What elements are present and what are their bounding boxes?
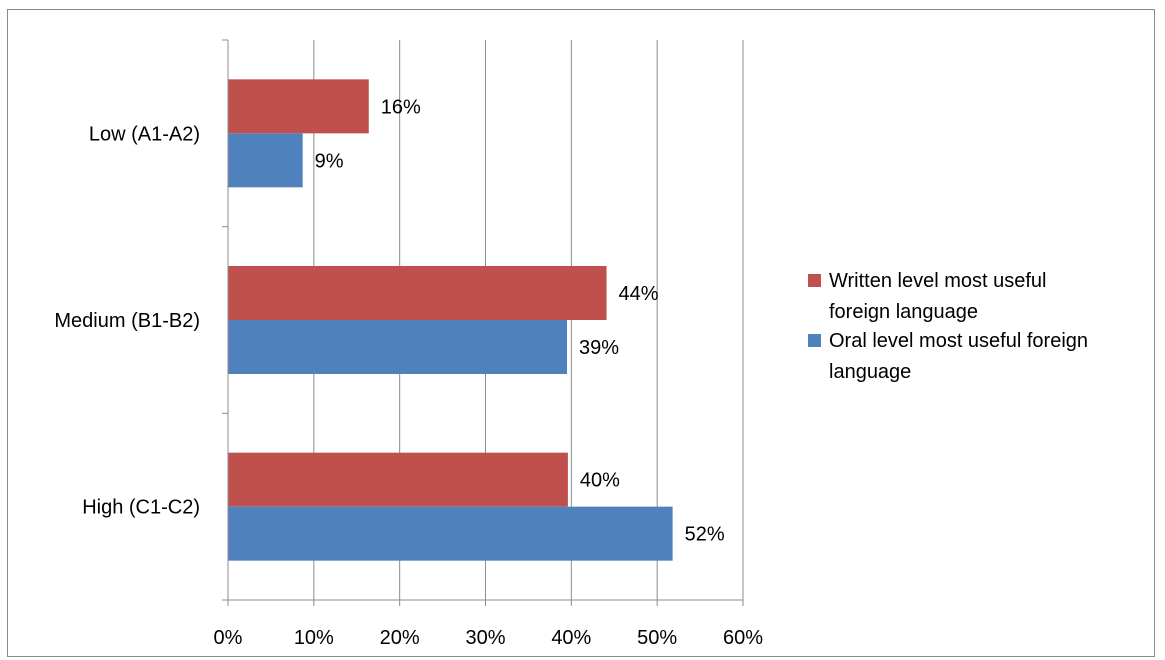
legend-label: Written level most useful [829,270,1047,292]
category-label: Medium (B1-B2) [54,310,200,332]
x-tick-label: 40% [551,627,591,649]
x-tick-label: 30% [465,627,505,649]
legend-label: foreign language [829,301,978,323]
data-label: 16% [381,96,421,118]
x-tick-label: 10% [294,627,334,649]
legend-label: language [829,361,911,383]
bar-oral-0 [228,133,303,188]
data-label: 39% [579,337,619,359]
x-tick-label: 0% [214,627,243,649]
category-label: Low (A1-A2) [89,123,200,145]
data-label: 9% [315,150,344,172]
bar-oral-2 [228,506,673,561]
x-tick-label: 60% [723,627,763,649]
bar-oral-1 [228,320,568,374]
bar-written-2 [228,452,568,507]
legend-label: Oral level most useful foreign [829,330,1088,352]
bar-written-1 [228,266,607,320]
legend-swatch-oral [808,334,821,347]
bar-written-0 [228,79,369,134]
data-label: 40% [580,470,620,492]
data-label: 52% [685,524,725,546]
category-label: High (C1-C2) [82,497,200,519]
legend-swatch-written [808,274,821,287]
x-tick-label: 20% [380,627,420,649]
data-label: 44% [619,283,659,305]
x-tick-label: 50% [637,627,677,649]
